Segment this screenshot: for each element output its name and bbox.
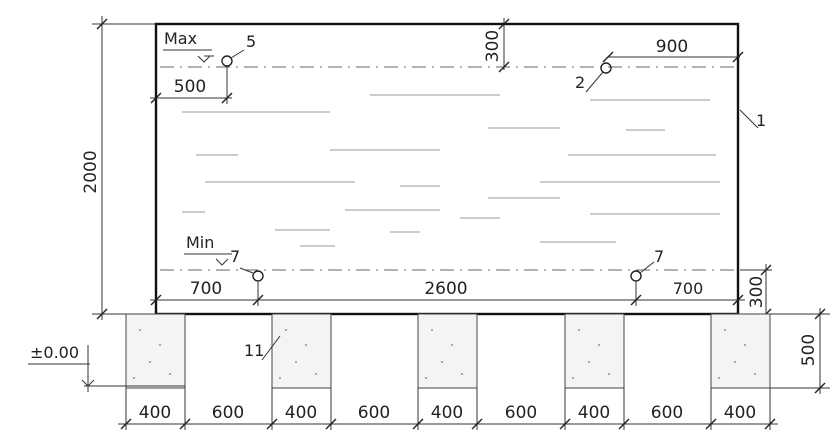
callout-7-right: 7 (630, 247, 664, 282)
span-1-label: 400 (139, 403, 171, 423)
span-3-label: 400 (285, 403, 317, 423)
min-level-marker: Min (184, 233, 232, 266)
tank-body (154, 22, 740, 316)
foundation-pedestals (125, 313, 771, 389)
min-label: Min (186, 233, 214, 252)
span-2-label: 600 (212, 403, 244, 423)
pedestal-2 (271, 313, 332, 389)
concrete-dots (133, 329, 756, 379)
pedestal-5 (710, 313, 771, 389)
dim-tank-height: 2000 (81, 16, 156, 320)
dim-bottom-offset: 300 (740, 264, 830, 320)
water-hatching (182, 94, 720, 247)
dim-tank-length-label: 2600 (424, 279, 467, 299)
span-4-label: 600 (358, 403, 390, 423)
callout-5-label: 5 (246, 32, 256, 51)
callout-7-left-label: 7 (230, 247, 240, 266)
dim-left-spacing-bottom-label: 700 (190, 279, 222, 299)
span-5-label: 400 (431, 403, 463, 423)
pedestal-4 (564, 313, 625, 389)
callout-2-label: 2 (575, 73, 585, 92)
dim-pedestal-height: 500 (770, 308, 830, 394)
max-label: Max (164, 29, 197, 48)
dim-left-spacing-top-label: 500 (174, 77, 206, 97)
span-8-label: 600 (651, 403, 683, 423)
callout-11: 11 (244, 335, 281, 361)
dim-bottom-internal: 700 2600 700 (150, 279, 745, 306)
pipe-7-right-icon (630, 270, 642, 282)
ground-elevation-marker: ±0.00 (28, 343, 185, 392)
dim-right-spacing: 900 (602, 37, 744, 63)
pipe-7-left-icon (252, 270, 264, 282)
callout-1-label: 1 (756, 111, 766, 130)
dim-bottom-offset-label: 300 (747, 276, 767, 308)
callout-5: 5 (221, 32, 256, 67)
pipe-5-icon (221, 55, 233, 67)
span-6-label: 600 (505, 403, 537, 423)
dim-bottom-spans: 400 600 400 600 400 600 400 600 400 (118, 388, 778, 430)
pipe-2-icon (600, 62, 612, 74)
span-9-label: 400 (724, 403, 756, 423)
callout-1: 1 (739, 109, 766, 130)
pedestal-3 (417, 313, 478, 389)
callout-7-right-label: 7 (654, 247, 664, 266)
dim-tank-height-label: 2000 (81, 150, 101, 193)
callout-2: 2 (575, 62, 612, 93)
dim-pedestal-height-label: 500 (799, 334, 819, 366)
pedestal-1 (125, 313, 186, 389)
ground-elevation-label: ±0.00 (30, 343, 79, 362)
dim-top-offset: 300 (483, 18, 510, 73)
span-7-label: 400 (578, 403, 610, 423)
dim-right-spacing-bottom-label: 700 (673, 279, 704, 298)
callout-7-left: 7 (230, 247, 264, 282)
callout-11-label: 11 (244, 341, 264, 360)
dim-top-offset-label: 300 (483, 30, 503, 62)
dim-right-spacing-label: 900 (656, 37, 688, 57)
dim-left-spacing-top: 500 (150, 66, 233, 104)
max-level-marker: Max (163, 29, 214, 63)
